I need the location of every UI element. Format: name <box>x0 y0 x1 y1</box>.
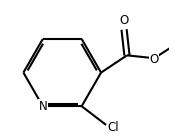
Text: Cl: Cl <box>108 121 119 134</box>
Text: O: O <box>150 53 159 66</box>
Text: N: N <box>38 100 47 113</box>
Text: O: O <box>119 14 129 27</box>
